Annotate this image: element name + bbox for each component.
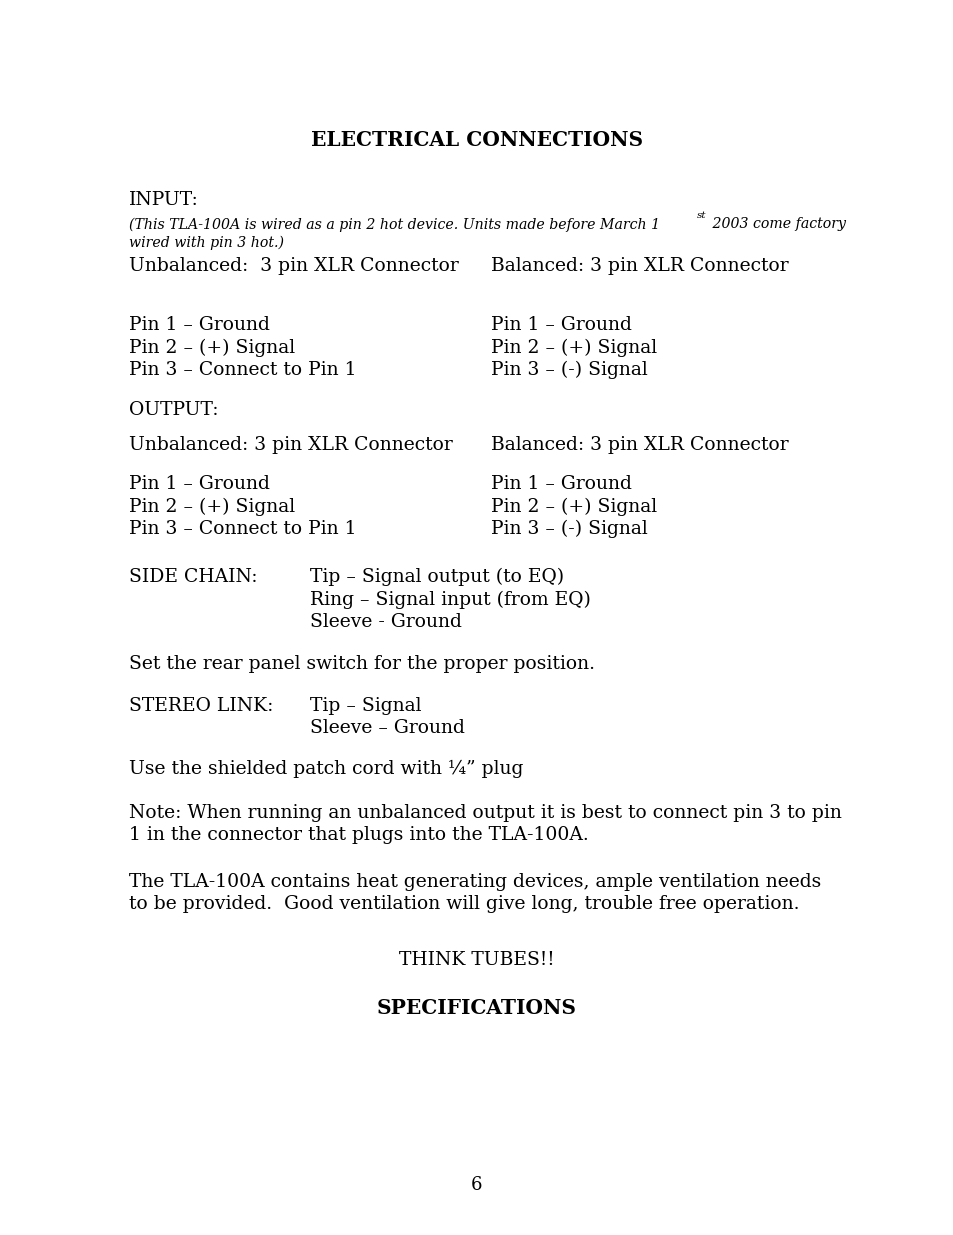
Text: 1 in the connector that plugs into the TLA-100A.: 1 in the connector that plugs into the T… [129, 826, 588, 845]
Text: (This TLA-100A is wired as a pin 2 hot device. Units made before March 1: (This TLA-100A is wired as a pin 2 hot d… [129, 217, 659, 232]
Text: Unbalanced: 3 pin XLR Connector: Unbalanced: 3 pin XLR Connector [129, 436, 452, 454]
Text: Set the rear panel switch for the proper position.: Set the rear panel switch for the proper… [129, 655, 594, 673]
Text: Sleeve – Ground: Sleeve – Ground [310, 719, 464, 737]
Text: Use the shielded patch cord with ¼” plug: Use the shielded patch cord with ¼” plug [129, 760, 522, 778]
Text: SPECIFICATIONS: SPECIFICATIONS [376, 998, 577, 1018]
Text: Pin 1 – Ground: Pin 1 – Ground [491, 475, 632, 494]
Text: INPUT:: INPUT: [129, 191, 198, 210]
Text: Tip – Signal: Tip – Signal [310, 697, 421, 715]
Text: Balanced: 3 pin XLR Connector: Balanced: 3 pin XLR Connector [491, 436, 788, 454]
Text: Pin 1 – Ground: Pin 1 – Ground [129, 475, 270, 494]
Text: wired with pin 3 hot.): wired with pin 3 hot.) [129, 236, 283, 251]
Text: Pin 3 – Connect to Pin 1: Pin 3 – Connect to Pin 1 [129, 361, 355, 379]
Text: Tip – Signal output (to EQ): Tip – Signal output (to EQ) [310, 568, 563, 587]
Text: SIDE CHAIN:: SIDE CHAIN: [129, 568, 257, 587]
Text: Pin 1 – Ground: Pin 1 – Ground [491, 316, 632, 335]
Text: Pin 1 – Ground: Pin 1 – Ground [129, 316, 270, 335]
Text: 6: 6 [471, 1176, 482, 1194]
Text: Balanced: 3 pin XLR Connector: Balanced: 3 pin XLR Connector [491, 257, 788, 275]
Text: 2003 come factory: 2003 come factory [707, 217, 845, 231]
Text: ELECTRICAL CONNECTIONS: ELECTRICAL CONNECTIONS [311, 130, 642, 149]
Text: Unbalanced:  3 pin XLR Connector: Unbalanced: 3 pin XLR Connector [129, 257, 458, 275]
Text: OUTPUT:: OUTPUT: [129, 401, 218, 420]
Text: Pin 2 – (+) Signal: Pin 2 – (+) Signal [491, 338, 657, 357]
Text: Pin 2 – (+) Signal: Pin 2 – (+) Signal [129, 498, 294, 516]
Text: STEREO LINK:: STEREO LINK: [129, 697, 273, 715]
Text: to be provided.  Good ventilation will give long, trouble free operation.: to be provided. Good ventilation will gi… [129, 895, 799, 914]
Text: THINK TUBES!!: THINK TUBES!! [398, 951, 555, 969]
Text: Pin 3 – (-) Signal: Pin 3 – (-) Signal [491, 361, 647, 379]
Text: Ring – Signal input (from EQ): Ring – Signal input (from EQ) [310, 590, 590, 609]
Text: Note: When running an unbalanced output it is best to connect pin 3 to pin: Note: When running an unbalanced output … [129, 804, 841, 823]
Text: Sleeve - Ground: Sleeve - Ground [310, 613, 461, 631]
Text: Pin 3 – Connect to Pin 1: Pin 3 – Connect to Pin 1 [129, 520, 355, 538]
Text: Pin 2 – (+) Signal: Pin 2 – (+) Signal [491, 498, 657, 516]
Text: Pin 3 – (-) Signal: Pin 3 – (-) Signal [491, 520, 647, 538]
Text: Pin 2 – (+) Signal: Pin 2 – (+) Signal [129, 338, 294, 357]
Text: st: st [696, 211, 705, 220]
Text: The TLA-100A contains heat generating devices, ample ventilation needs: The TLA-100A contains heat generating de… [129, 873, 821, 892]
